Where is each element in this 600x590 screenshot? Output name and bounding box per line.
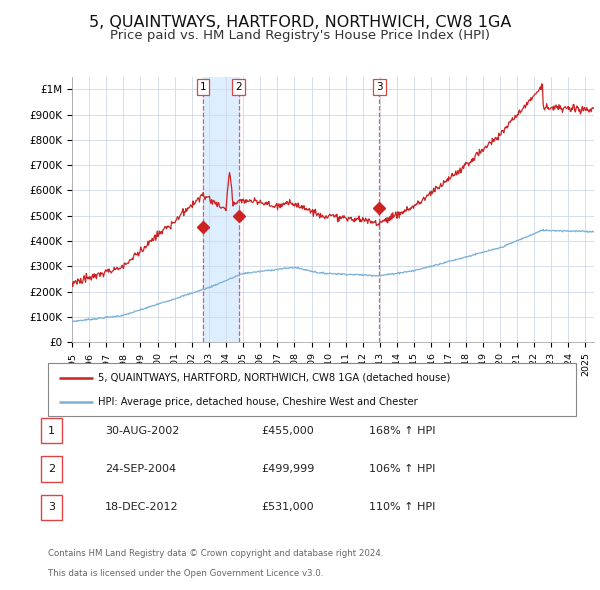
FancyBboxPatch shape <box>41 456 62 482</box>
Text: 18-DEC-2012: 18-DEC-2012 <box>105 503 179 512</box>
Text: 24-SEP-2004: 24-SEP-2004 <box>105 464 176 474</box>
Text: 1: 1 <box>200 82 206 92</box>
Bar <box>203 77 239 342</box>
Text: Contains HM Land Registry data © Crown copyright and database right 2024.: Contains HM Land Registry data © Crown c… <box>48 549 383 558</box>
Text: 110% ↑ HPI: 110% ↑ HPI <box>369 503 436 512</box>
FancyBboxPatch shape <box>48 363 576 416</box>
FancyBboxPatch shape <box>41 494 62 520</box>
FancyBboxPatch shape <box>41 418 62 444</box>
Text: £531,000: £531,000 <box>261 503 314 512</box>
Text: 5, QUAINTWAYS, HARTFORD, NORTHWICH, CW8 1GA: 5, QUAINTWAYS, HARTFORD, NORTHWICH, CW8 … <box>89 15 511 30</box>
Text: 168% ↑ HPI: 168% ↑ HPI <box>369 426 436 435</box>
Text: 2: 2 <box>235 82 242 92</box>
Text: This data is licensed under the Open Government Licence v3.0.: This data is licensed under the Open Gov… <box>48 569 323 578</box>
Text: 30-AUG-2002: 30-AUG-2002 <box>105 426 179 435</box>
Text: 1: 1 <box>48 426 55 435</box>
Text: 106% ↑ HPI: 106% ↑ HPI <box>369 464 436 474</box>
Text: 5, QUAINTWAYS, HARTFORD, NORTHWICH, CW8 1GA (detached house): 5, QUAINTWAYS, HARTFORD, NORTHWICH, CW8 … <box>98 373 451 383</box>
Text: £499,999: £499,999 <box>261 464 314 474</box>
Text: HPI: Average price, detached house, Cheshire West and Chester: HPI: Average price, detached house, Ches… <box>98 397 418 407</box>
Text: 2: 2 <box>48 464 55 474</box>
Text: 3: 3 <box>376 82 383 92</box>
Text: Price paid vs. HM Land Registry's House Price Index (HPI): Price paid vs. HM Land Registry's House … <box>110 30 490 42</box>
Text: 3: 3 <box>48 503 55 512</box>
Text: £455,000: £455,000 <box>261 426 314 435</box>
